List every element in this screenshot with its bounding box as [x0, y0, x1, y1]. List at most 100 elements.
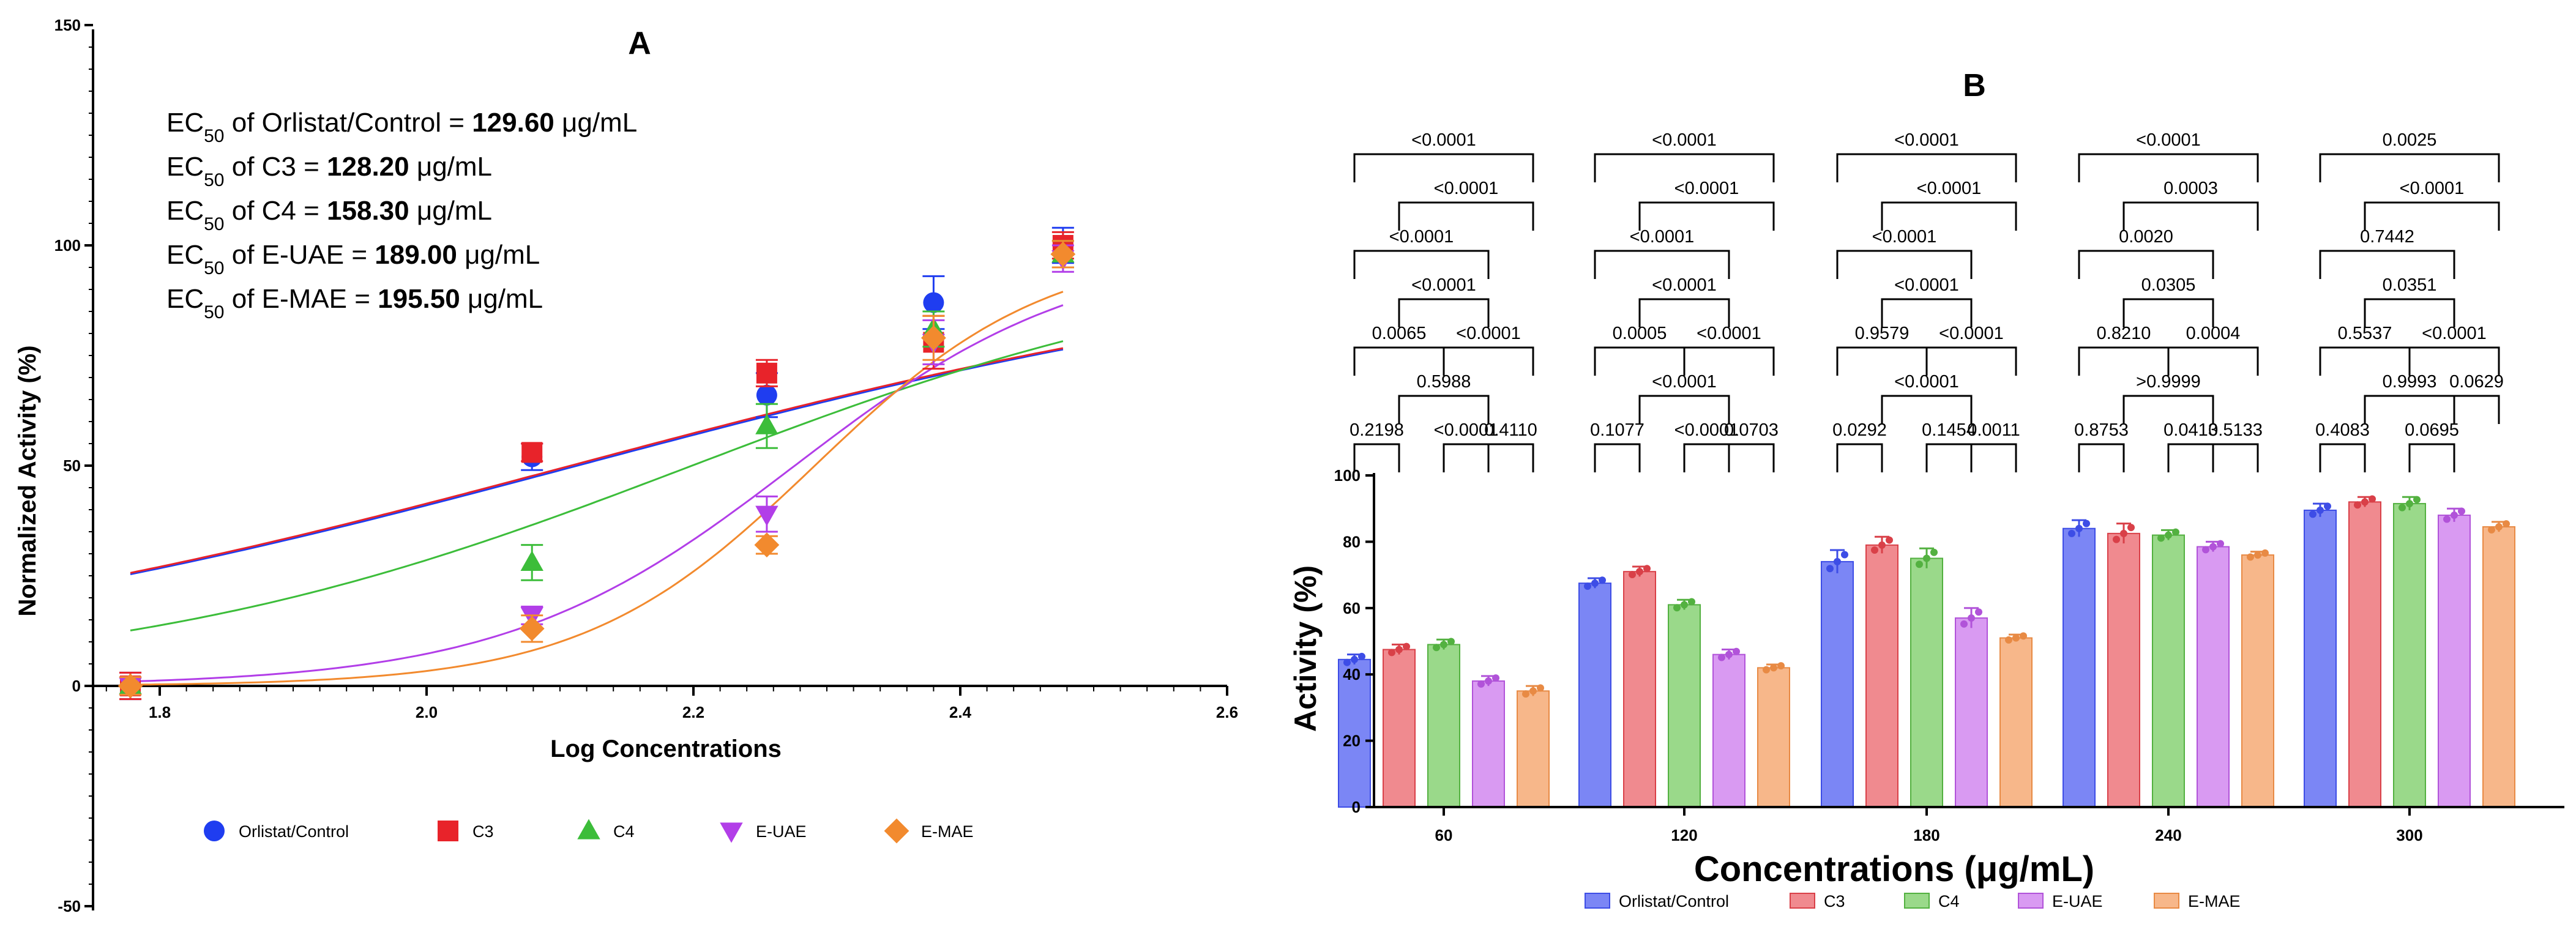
replicate-point [1433, 644, 1440, 652]
p-value-label: 0.0695 [2405, 420, 2459, 440]
comparison-bracket [2319, 153, 2500, 182]
y-tick-label: 50 [63, 456, 81, 475]
legend-swatch [1790, 893, 1815, 909]
p-value-label: 0.0703 [1724, 420, 1779, 440]
replicate-point [1599, 576, 1606, 584]
fit-curve-C3 [130, 347, 1064, 574]
p-value-label: <0.0001 [1894, 275, 1959, 295]
replicate-point [2324, 502, 2331, 510]
data-point-E-MAE [754, 532, 780, 557]
y-tick-label: 20 [1343, 732, 1361, 750]
data-point-E-UAE [755, 505, 778, 526]
replicate-point [1688, 598, 1695, 606]
replicate-point [1718, 653, 1725, 661]
data-point-E-MAE [118, 673, 143, 699]
replicate-point [2406, 500, 2413, 508]
p-value-label: <0.0001 [1917, 179, 1982, 198]
p-value-label: 0.0292 [1832, 420, 1887, 440]
ec50-sub: 50 [204, 302, 224, 322]
ec50-line: EC50 of E-MAE = 195.50 μg/mL [166, 284, 543, 322]
comparison-bracket [2078, 153, 2259, 182]
comparison-bracket [2167, 346, 2259, 376]
ec50-annotations: EC50 of Orlistat/Control = 129.60 μg/mLE… [166, 108, 637, 322]
p-value-label: 0.2198 [1350, 420, 1404, 440]
data-point-C4 [755, 414, 778, 434]
replicate-point [2317, 506, 2324, 514]
legend-label: C4 [1938, 892, 1960, 910]
ec50-value: 128.20 [327, 152, 409, 182]
fit-curve-E-MAE [130, 291, 1064, 686]
legend-label: E-UAE [2052, 892, 2103, 910]
ec50-value: 158.30 [327, 196, 409, 226]
replicate-point [2165, 531, 2172, 539]
y-tick-label: 150 [54, 16, 81, 34]
ec50-sub: 50 [204, 258, 224, 278]
replicate-point [2202, 546, 2209, 554]
ec50-middle: of E-MAE = [225, 284, 378, 314]
data-point-Orlistat/Control [923, 292, 944, 313]
replicate-point [1643, 565, 1651, 573]
replicate-point [1343, 658, 1351, 666]
replicate-point [2369, 495, 2376, 503]
replicate-point [2451, 512, 2458, 519]
replicate-point [1960, 620, 1968, 628]
data-point-E-MAE [519, 616, 545, 641]
replicate-point [1733, 647, 1740, 655]
replicate-point [1834, 557, 1841, 565]
p-value-label: <0.0001 [2136, 130, 2201, 150]
replicate-point [2247, 553, 2254, 561]
replicate-point [2083, 519, 2090, 527]
replicate-point [1485, 677, 1492, 685]
comparison-bracket [1836, 153, 2017, 182]
x-tick-label: 180 [1913, 826, 1939, 844]
replicate-point [1477, 680, 1485, 688]
data-point-C4 [520, 550, 543, 571]
x-tick-label: 60 [1435, 826, 1453, 844]
replicate-point [2209, 543, 2217, 551]
bar-E-UAE [1712, 653, 1745, 808]
ec50-prefix: EC [166, 152, 204, 182]
ec50-middle: of C3 = [225, 152, 327, 182]
replicate-point [1358, 652, 1365, 660]
ec50-unit: μg/mL [409, 152, 492, 182]
y-tick-label: 0 [1352, 798, 1361, 816]
comparison-bracket [2364, 201, 2500, 231]
legend-label: E-MAE [2188, 892, 2241, 910]
x-tick-label: 120 [1671, 826, 1697, 844]
legend-swatch [2154, 893, 2179, 909]
replicate-point [2157, 534, 2165, 542]
replicate-point [1930, 548, 1938, 556]
replicate-point [1968, 614, 1975, 622]
data-point-C3 [521, 442, 543, 463]
comparison-bracket [2319, 250, 2455, 279]
ec50-unit: μg/mL [460, 284, 543, 314]
comparison-bracket [1398, 395, 1490, 424]
replicate-point [2120, 529, 2127, 537]
ec50-prefix: EC [166, 196, 204, 226]
replicate-point [1841, 551, 1848, 559]
legend-label: Orlistat/Control [1619, 892, 1729, 910]
comparison-bracket [1836, 443, 1883, 472]
comparison-bracket [2453, 395, 2500, 424]
p-value-label: 0.0011 [1967, 420, 2020, 440]
legend-label: C3 [1824, 892, 1845, 910]
panel-b-x-label: Concentrations (μg/mL) [1694, 849, 2094, 889]
fit-curve-E-UAE [130, 304, 1064, 683]
replicate-point [1871, 546, 1878, 554]
y-tick-label: 0 [72, 677, 81, 695]
comparison-bracket [1594, 443, 1641, 472]
comparison-bracket [1353, 443, 1400, 472]
y-tick-label: 80 [1343, 532, 1361, 551]
bar-Orlistat/Control [1821, 560, 1854, 808]
comparison-bracket [2078, 250, 2214, 279]
ec50-value: 189.00 [375, 240, 457, 270]
data-point-E-MAE [921, 325, 946, 351]
x-tick-label: 300 [2396, 826, 2422, 844]
replicate-point [2309, 510, 2317, 518]
p-value-label: <0.0001 [1411, 275, 1476, 295]
data-point-Orlistat/Control [756, 384, 777, 406]
replicate-point [1770, 664, 1777, 672]
p-value-label: 0.4083 [2315, 420, 2370, 440]
replicate-point [2075, 524, 2083, 532]
